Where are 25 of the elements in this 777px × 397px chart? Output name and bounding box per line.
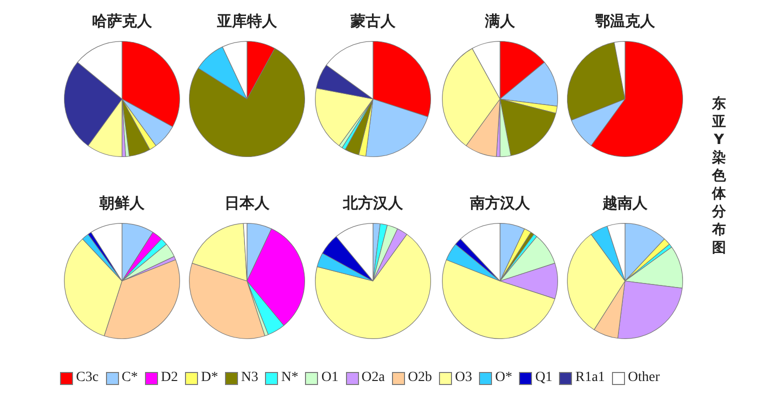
chart-title: 北方汉人 [342,193,404,214]
legend-label: O3 [454,370,472,386]
legend-label: N3 [241,370,258,386]
legend-label: D* [201,370,218,386]
chart-title: 亚库特人 [216,11,278,32]
chart-title: 满人 [484,11,516,32]
text: 东亚Y染色体分布图 [712,96,726,256]
chart-title: 日本人 [224,193,270,214]
chart-title: 越南人 [602,193,648,214]
chart-title: 哈萨克人 [91,11,153,32]
chart-title: 南方汉人 [469,193,531,214]
legend-label: C3c [76,370,99,386]
legend-label: O2b [408,370,432,386]
legend-label: Q1 [535,370,552,386]
legend-label: N* [281,370,298,386]
chart-title: 蒙古人 [350,11,396,32]
legend-label: Other [628,370,660,386]
legend-label: O* [495,370,512,386]
legend-label: C* [122,370,138,386]
chart-title: 朝鲜人 [98,193,146,214]
legend-label: D2 [160,370,178,386]
legend-label: O1 [321,370,339,386]
chart-title: 鄂温克人 [594,11,656,32]
legend-label: O2a [362,370,385,386]
legend-label: R1a1 [575,370,605,386]
